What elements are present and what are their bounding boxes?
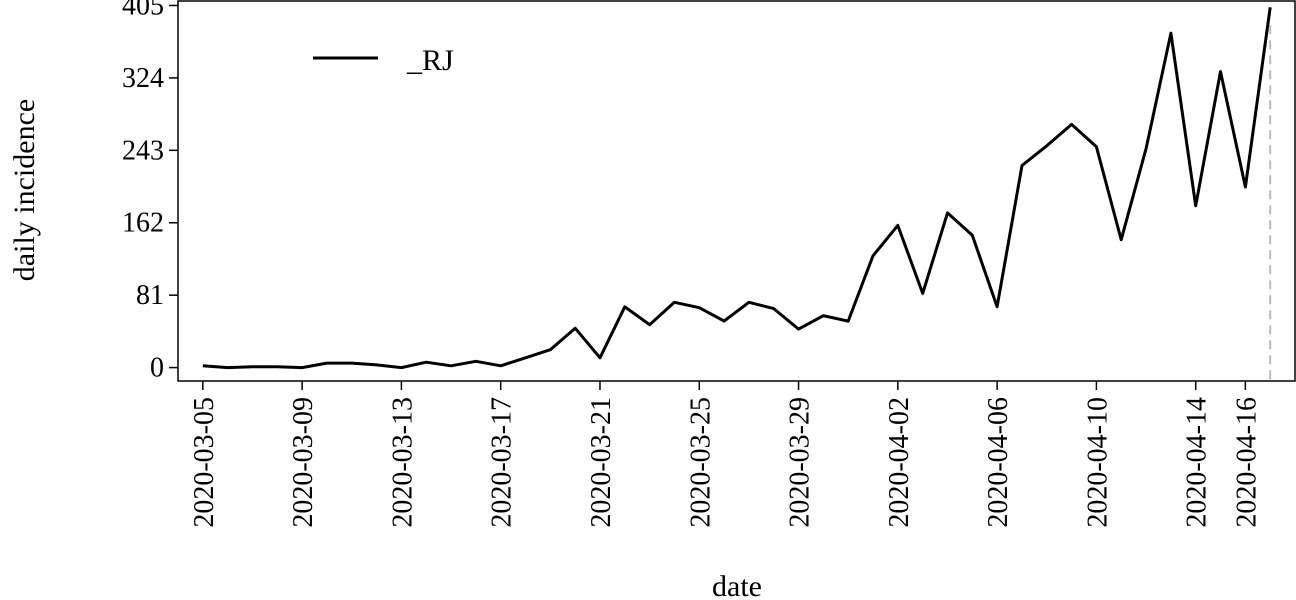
- x-tick-label: 2020-03-21: [586, 397, 617, 528]
- y-axis-title: daily incidence: [8, 99, 41, 281]
- legend: _RJ: [313, 44, 454, 77]
- x-tick-label: 2020-04-06: [983, 397, 1014, 528]
- y-tick-label: 0: [150, 353, 164, 384]
- x-tick-label: 2020-03-17: [487, 397, 518, 528]
- plot-frame: [177, 0, 1296, 382]
- x-tick-label: 2020-03-13: [387, 397, 418, 528]
- x-tick-label: 2020-03-25: [685, 397, 716, 528]
- legend-label-rj: _RJ: [406, 44, 454, 77]
- x-tick-label: 2020-04-16: [1231, 397, 1262, 528]
- x-tick-label: 2020-03-05: [189, 397, 220, 528]
- y-tick-label: 81: [136, 280, 164, 311]
- x-axis-title: date: [712, 570, 762, 600]
- x-axis: 2020-03-05 2020-03-09 2020-03-13 2020-03-17…: [189, 381, 1262, 528]
- y-tick-label: 324: [122, 63, 164, 94]
- x-tick-label: 2020-04-14: [1182, 397, 1213, 528]
- y-tick-label: 162: [122, 208, 164, 239]
- y-tick-label: 243: [122, 135, 164, 166]
- x-tick-label: 2020-04-10: [1082, 397, 1113, 528]
- x-tick-label: 2020-03-29: [785, 397, 816, 528]
- x-tick-label: 2020-03-09: [288, 397, 319, 528]
- y-tick-label: 405: [122, 0, 164, 21]
- series-line-rj: [202, 7, 1272, 370]
- x-tick-label: 2020-04-02: [884, 397, 915, 528]
- y-axis: 0 81 162 243 324 405: [122, 0, 178, 384]
